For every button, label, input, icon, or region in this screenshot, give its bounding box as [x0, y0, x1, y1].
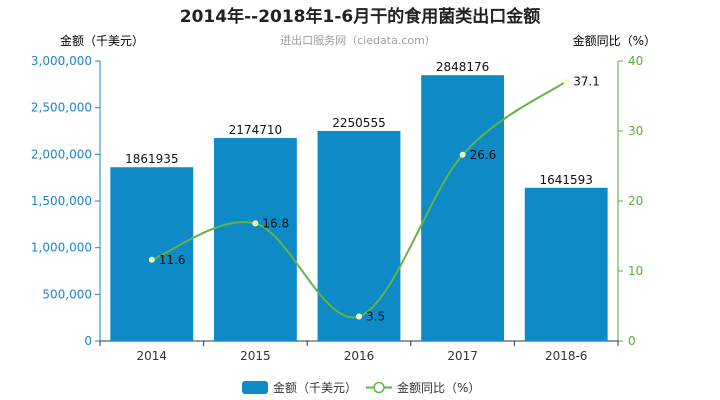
chart-title: 2014年--2018年1-6月干的食用菌类出口金额: [180, 6, 540, 27]
x-tick-label: 2017: [447, 349, 478, 363]
axes: 0 500,000 1,000,000 1,500,000 2,000,000 2,500…: [31, 54, 643, 363]
bar-value-label: 1861935: [125, 152, 178, 166]
x-tick-label: 2015: [240, 349, 271, 363]
bar-series: 1861935 2174710 2250555 2848176 1641593: [110, 60, 608, 342]
legend-line-marker: [373, 381, 385, 394]
left-tick-label: 2,000,000: [31, 147, 92, 161]
legend-line-label: 金额同比（%）: [397, 380, 480, 395]
bar: [421, 75, 505, 342]
right-tick-label: 30: [628, 124, 643, 138]
bar: [317, 130, 401, 341]
bar-value-label: 2174710: [229, 123, 282, 137]
line-point: [148, 256, 155, 263]
line-point: [459, 151, 466, 158]
line-value-label: 37.1: [573, 74, 600, 88]
left-tick-label: 1,000,000: [31, 241, 92, 255]
bar-value-label: 1641593: [539, 173, 592, 187]
bar-value-label: 2250555: [332, 116, 385, 130]
right-tick-label: 10: [628, 264, 643, 278]
x-tick-label: 2018-6: [545, 349, 588, 363]
legend-bar-label: 金额（千美元）: [273, 380, 357, 395]
left-tick-label: 500,000: [42, 287, 92, 301]
line-point: [356, 313, 362, 320]
legend-bar-swatch: [242, 381, 268, 394]
x-tick-label: 2014: [137, 349, 168, 363]
line-value-label: 3.5: [366, 310, 385, 324]
line-point: [252, 220, 259, 227]
left-tick-label: 1,500,000: [31, 194, 92, 208]
bar-value-label: 2848176: [436, 60, 489, 74]
line-series: 11.6 16.8 3.5 26.6 37.1: [148, 74, 600, 324]
line-value-label: 26.6: [470, 148, 497, 162]
right-tick-label: 0: [628, 334, 636, 348]
right-axis-title: 金额同比（%）: [573, 33, 656, 48]
x-tick-label: 2016: [344, 349, 375, 363]
left-tick-label: 3,000,000: [31, 54, 92, 68]
line-value-label: 16.8: [262, 216, 289, 230]
left-tick-label: 2,500,000: [31, 101, 92, 115]
line-value-label: 11.6: [159, 253, 186, 267]
left-axis-title: 金额（千美元）: [60, 33, 144, 48]
right-tick-label: 40: [628, 54, 643, 68]
chart-subtitle: 进出口服务网（ciedata.com）: [280, 33, 436, 47]
bar: [524, 187, 608, 341]
bar: [110, 167, 194, 341]
left-tick-label: 0: [84, 334, 92, 348]
legend: 金额（千美元） 金额同比（%）: [242, 380, 480, 395]
bar: [213, 138, 297, 341]
right-tick-label: 20: [628, 194, 643, 208]
line-point: [563, 78, 570, 85]
